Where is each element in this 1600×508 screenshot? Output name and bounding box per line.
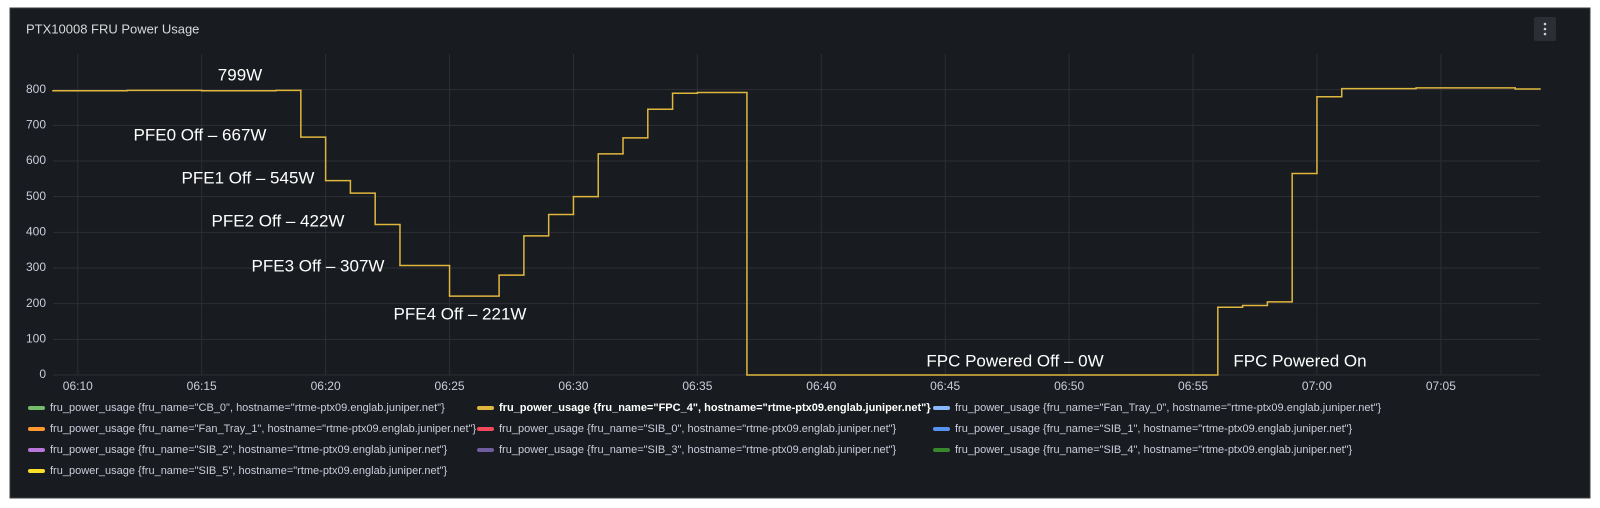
y-tick-label: 0 [39,367,46,381]
y-tick-label: 300 [26,260,46,274]
legend-item[interactable]: fru_power_usage {fru_name="CB_0", hostna… [28,402,445,414]
legend-label: fru_power_usage {fru_name="SIB_2", hostn… [50,444,448,456]
legend-item[interactable]: fru_power_usage {fru_name="Fan_Tray_1", … [28,423,476,435]
y-tick-label: 600 [26,153,46,167]
legend-label: fru_power_usage {fru_name="Fan_Tray_1", … [50,423,476,435]
x-tick-label: 06:55 [1178,379,1208,393]
y-tick-label: 800 [26,82,46,96]
series-line [52,87,1541,376]
legend-label: fru_power_usage {fru_name="CB_0", hostna… [50,402,445,414]
legend-item[interactable]: fru_power_usage {fru_name="SIB_2", hostn… [28,444,448,456]
x-tick-label: 06:15 [187,379,217,393]
annotation: PFE1 Off – 545W [182,168,315,187]
y-tick-label: 400 [26,225,46,239]
annotation: FPC Powered Off – 0W [926,351,1103,370]
legend-item[interactable]: fru_power_usage {fru_name="FPC_4", hostn… [477,402,931,414]
x-tick-label: 06:45 [930,379,960,393]
annotation: PFE0 Off – 667W [134,125,267,144]
legend-label: fru_power_usage {fru_name="Fan_Tray_0", … [955,402,1381,414]
annotation: PFE2 Off – 422W [212,211,345,230]
menu-dot [1543,27,1547,31]
legend-item[interactable]: fru_power_usage {fru_name="SIB_4", hostn… [933,444,1353,456]
x-tick-label: 06:25 [435,379,465,393]
y-tick-label: 700 [26,118,46,132]
x-tick-label: 07:00 [1302,379,1332,393]
chart-title: PTX10008 FRU Power Usage [26,21,199,36]
x-tick-label: 06:20 [311,379,341,393]
legend-item[interactable]: fru_power_usage {fru_name="Fan_Tray_0", … [933,402,1381,414]
x-tick-label: 06:10 [63,379,93,393]
menu-dot [1543,32,1547,36]
panel-menu[interactable] [1534,17,1556,41]
x-tick-label: 06:50 [1054,379,1084,393]
legend-label: fru_power_usage {fru_name="SIB_0", hostn… [499,423,897,435]
y-tick-label: 200 [26,296,46,310]
y-tick-label: 100 [26,332,46,346]
x-tick-label: 06:40 [806,379,836,393]
legend-label: fru_power_usage {fru_name="SIB_1", hostn… [955,423,1353,435]
legend-label: fru_power_usage {fru_name="SIB_3", hostn… [499,444,897,456]
menu-dot [1543,22,1547,26]
annotation: FPC Powered On [1233,351,1366,370]
annotation: PFE3 Off – 307W [252,256,385,275]
x-tick-label: 07:05 [1426,379,1456,393]
legend-item[interactable]: fru_power_usage {fru_name="SIB_3", hostn… [477,444,897,456]
legend-item[interactable]: fru_power_usage {fru_name="SIB_0", hostn… [477,423,897,435]
legend-item[interactable]: fru_power_usage {fru_name="SIB_1", hostn… [933,423,1353,435]
x-tick-label: 06:35 [682,379,712,393]
legend-label: fru_power_usage {fru_name="SIB_5", hostn… [50,465,448,477]
legend-label: fru_power_usage {fru_name="FPC_4", hostn… [499,402,931,414]
annotation: 799W [218,65,262,84]
annotation: PFE4 Off – 221W [394,304,527,323]
legend-item[interactable]: fru_power_usage {fru_name="SIB_5", hostn… [28,465,448,477]
legend-label: fru_power_usage {fru_name="SIB_4", hostn… [955,444,1353,456]
x-tick-label: 06:30 [558,379,588,393]
y-tick-label: 500 [26,189,46,203]
